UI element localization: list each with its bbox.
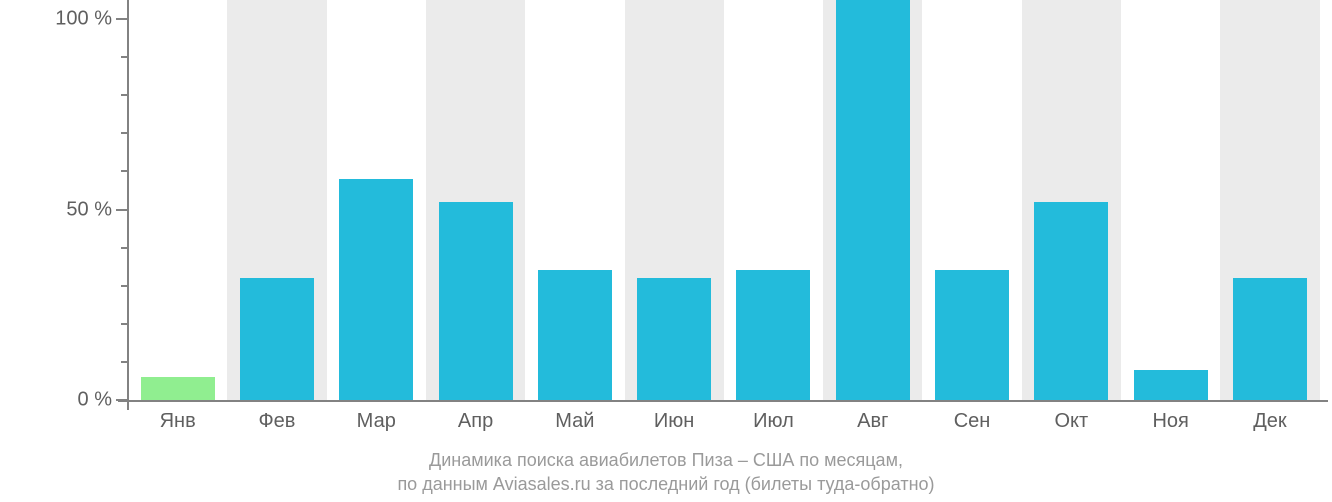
x-tick-label: Июн: [654, 410, 694, 433]
x-tick-label: Авг: [857, 410, 888, 433]
y-tick-label: 100 %: [55, 8, 112, 31]
bar: [637, 278, 711, 400]
bar: [935, 270, 1009, 400]
bar: [240, 278, 314, 400]
x-tick-label: Май: [555, 410, 594, 433]
plot-area: [128, 0, 1320, 400]
y-tick-label: 50 %: [66, 198, 112, 221]
x-axis-labels: Янв Фев Мар Апр Май Июн Июл Авг Сен Окт Ноя Дек: [128, 410, 1320, 440]
bar: [439, 202, 513, 400]
x-tick-label: Дек: [1253, 410, 1286, 433]
bar: [141, 377, 215, 400]
x-tick-label: Фев: [258, 410, 295, 433]
bar: [836, 0, 910, 400]
x-tick-label: Ноя: [1152, 410, 1188, 433]
x-axis-line: [118, 400, 1328, 402]
x-tick-label: Янв: [160, 410, 196, 433]
bar: [339, 179, 413, 400]
x-tick-label: Апр: [458, 410, 493, 433]
y-tick-label: 0 %: [78, 389, 112, 412]
bar: [736, 270, 810, 400]
x-tick-label: Сен: [954, 410, 991, 433]
x-tick-label: Июл: [753, 410, 794, 433]
chart-caption-line2: по данным Aviasales.ru за последний год …: [0, 474, 1332, 495]
chart-caption-line1: Динамика поиска авиабилетов Пиза – США п…: [0, 450, 1332, 471]
bar: [1233, 278, 1307, 400]
bar: [538, 270, 612, 400]
bar-chart: 0 % 50 % 100 % Янв Фев Мар Апр Май Июн Июл Авг Сен…: [0, 0, 1332, 502]
bar: [1134, 370, 1208, 400]
x-tick-label: Окт: [1054, 410, 1088, 433]
x-tick-label: Мар: [357, 410, 396, 433]
y-axis: 0 %50 %100 %: [0, 0, 128, 400]
bar: [1034, 202, 1108, 400]
